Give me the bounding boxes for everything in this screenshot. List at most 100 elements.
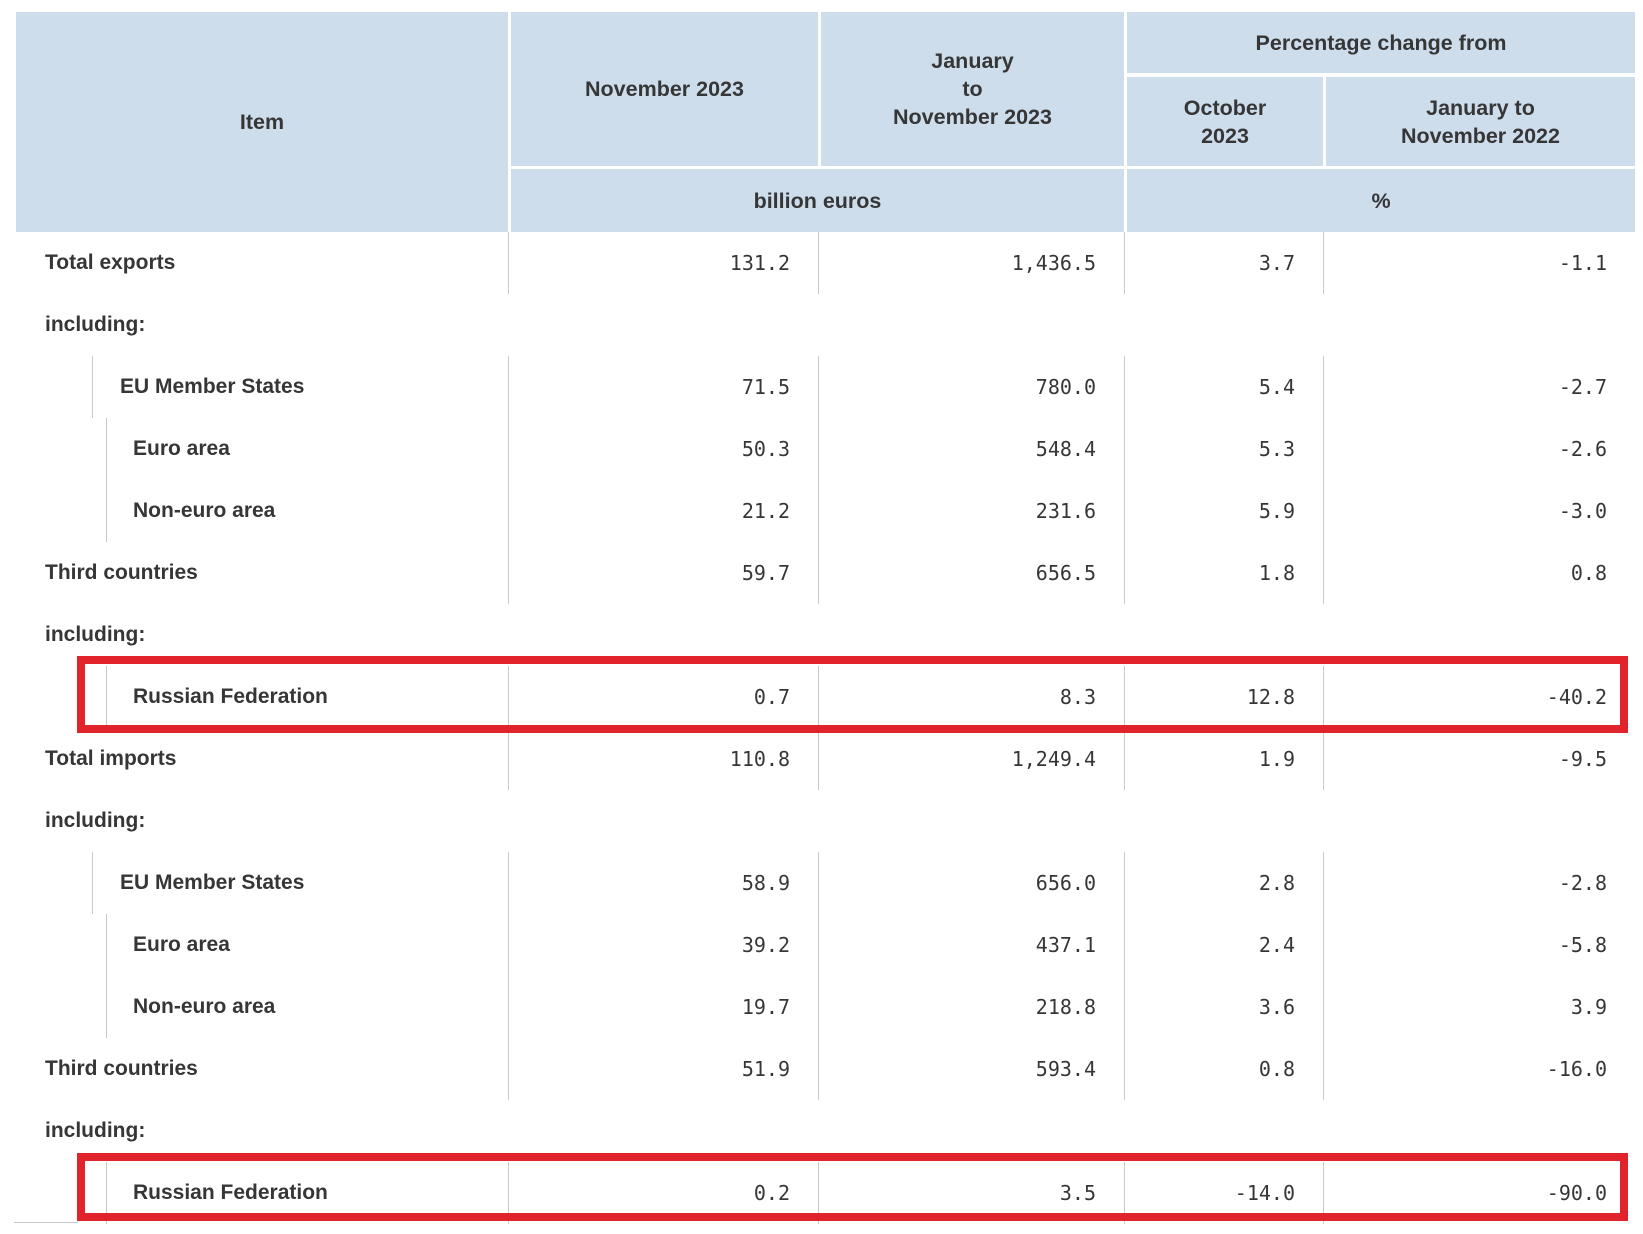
value-cell: 8.3 xyxy=(818,666,1124,728)
value-cell: 218.8 xyxy=(818,976,1124,1038)
value-cell: -2.6 xyxy=(1323,418,1635,480)
value-cell: 58.9 xyxy=(508,852,818,914)
item-cell: Euro area xyxy=(16,418,508,480)
item-cell: Third countries xyxy=(16,1038,508,1100)
header-october-2023: October 2023 xyxy=(1127,77,1323,166)
value-cell: 3.6 xyxy=(1124,976,1323,1038)
row-label: Non-euro area xyxy=(133,499,276,522)
header-jan-nov-2022-line2: November 2022 xyxy=(1401,123,1560,148)
table-row-non-euro-area-exports: Non-euro area 21.2 231.6 5.9 -3.0 xyxy=(16,480,1635,542)
row-label: EU Member States xyxy=(120,375,305,398)
including-row: including: xyxy=(16,1100,1635,1162)
item-cell: EU Member States xyxy=(16,356,508,418)
header-jan-nov-2023-line1: January xyxy=(931,49,1014,73)
row-label: Total imports xyxy=(45,747,177,770)
value-cell: 1,436.5 xyxy=(818,232,1124,294)
table-bottom-edge-line xyxy=(14,1222,78,1223)
row-label: Total exports xyxy=(45,251,176,274)
value-cell: -9.5 xyxy=(1323,728,1635,790)
row-label: Euro area xyxy=(133,437,230,460)
value-cell: 0.8 xyxy=(1323,542,1635,604)
value-cell: 2.4 xyxy=(1124,914,1323,976)
header-percentage-change-label: Percentage change from xyxy=(1255,30,1507,55)
value-cell: 1.8 xyxy=(1124,542,1323,604)
table-row-eu-member-states-exports: EU Member States 71.5 780.0 5.4 -2.7 xyxy=(16,356,1635,418)
item-cell: Russian Federation xyxy=(16,666,508,728)
row-label: EU Member States xyxy=(120,871,305,894)
row-label: Third countries xyxy=(45,561,198,584)
table-row-russian-federation-exports: Russian Federation 0.7 8.3 12.8 -40.2 xyxy=(16,666,1635,728)
value-cell: 548.4 xyxy=(818,418,1124,480)
row-label: Russian Federation xyxy=(133,685,328,708)
value-cell: -2.8 xyxy=(1323,852,1635,914)
table-row-euro-area-imports: Euro area 39.2 437.1 2.4 -5.8 xyxy=(16,914,1635,976)
including-row: including: xyxy=(16,790,1635,852)
value-cell: 12.8 xyxy=(1124,666,1323,728)
value-cell: 593.4 xyxy=(818,1038,1124,1100)
table-row-third-countries-exports: Third countries 59.7 656.5 1.8 0.8 xyxy=(16,542,1635,604)
item-cell: Third countries xyxy=(16,542,508,604)
table-row-eu-member-states-imports: EU Member States 58.9 656.0 2.8 -2.8 xyxy=(16,852,1635,914)
value-cell: 39.2 xyxy=(508,914,818,976)
item-cell: Russian Federation xyxy=(16,1162,508,1224)
including-label: including: xyxy=(45,809,146,832)
value-cell: 780.0 xyxy=(818,356,1124,418)
including-label: including: xyxy=(45,623,146,646)
value-cell: 0.2 xyxy=(508,1162,818,1224)
item-cell: Total exports xyxy=(16,232,508,294)
unit-percent-label: % xyxy=(1371,188,1391,213)
value-cell: 231.6 xyxy=(818,480,1124,542)
value-cell: 1.9 xyxy=(1124,728,1323,790)
header-jan-nov-2023-line3: November 2023 xyxy=(893,105,1052,129)
value-cell: 437.1 xyxy=(818,914,1124,976)
table-header: Item November 2023 January to November 2… xyxy=(16,12,1635,232)
value-cell: -16.0 xyxy=(1323,1038,1635,1100)
value-cell: -90.0 xyxy=(1323,1162,1635,1224)
value-cell: 3.5 xyxy=(818,1162,1124,1224)
value-cell: 21.2 xyxy=(508,480,818,542)
value-cell: 5.9 xyxy=(1124,480,1323,542)
table-row-total-exports: Total exports 131.2 1,436.5 3.7 -1.1 xyxy=(16,232,1635,294)
item-cell: EU Member States xyxy=(16,852,508,914)
value-cell: 5.4 xyxy=(1124,356,1323,418)
header-october-line2: 2023 xyxy=(1201,123,1249,148)
value-cell: 3.7 xyxy=(1124,232,1323,294)
value-cell: 1,249.4 xyxy=(818,728,1124,790)
including-label: including: xyxy=(45,1119,146,1142)
value-cell: -2.7 xyxy=(1323,356,1635,418)
header-jan-nov-2023-line2: to xyxy=(962,77,983,101)
trade-statistics-table: Item November 2023 January to November 2… xyxy=(16,12,1635,1224)
value-cell: 5.3 xyxy=(1124,418,1323,480)
value-cell: 50.3 xyxy=(508,418,818,480)
value-cell: -3.0 xyxy=(1323,480,1635,542)
header-unit-percent: % xyxy=(1127,169,1635,232)
header-november-2023: November 2023 xyxy=(511,12,818,166)
header-november-2023-label: November 2023 xyxy=(585,77,744,101)
header-item-label: Item xyxy=(239,110,285,134)
header-unit-billion-euros: billion euros xyxy=(511,169,1124,232)
value-cell: 656.5 xyxy=(818,542,1124,604)
including-row: including: xyxy=(16,604,1635,666)
item-cell: Euro area xyxy=(16,914,508,976)
value-cell: 656.0 xyxy=(818,852,1124,914)
row-label: Non-euro area xyxy=(133,995,276,1018)
table-row-total-imports: Total imports 110.8 1,249.4 1.9 -9.5 xyxy=(16,728,1635,790)
table-body: Total exports 131.2 1,436.5 3.7 -1.1 inc… xyxy=(16,232,1635,1224)
row-label: Russian Federation xyxy=(133,1181,328,1204)
including-label: including: xyxy=(45,313,146,336)
header-jan-nov-2022-line1: January to xyxy=(1426,95,1535,120)
table-row-russian-federation-imports: Russian Federation 0.2 3.5 -14.0 -90.0 xyxy=(16,1162,1635,1224)
table-row-third-countries-imports: Third countries 51.9 593.4 0.8 -16.0 xyxy=(16,1038,1635,1100)
item-cell: Non-euro area xyxy=(16,976,508,1038)
value-cell: -5.8 xyxy=(1323,914,1635,976)
including-row: including: xyxy=(16,294,1635,356)
value-cell: 131.2 xyxy=(508,232,818,294)
header-january-to-november-2023: January to November 2023 xyxy=(821,12,1124,166)
item-cell: Total imports xyxy=(16,728,508,790)
value-cell: 110.8 xyxy=(508,728,818,790)
row-label: Euro area xyxy=(133,933,230,956)
value-cell: 0.8 xyxy=(1124,1038,1323,1100)
value-cell: 19.7 xyxy=(508,976,818,1038)
value-cell: 0.7 xyxy=(508,666,818,728)
